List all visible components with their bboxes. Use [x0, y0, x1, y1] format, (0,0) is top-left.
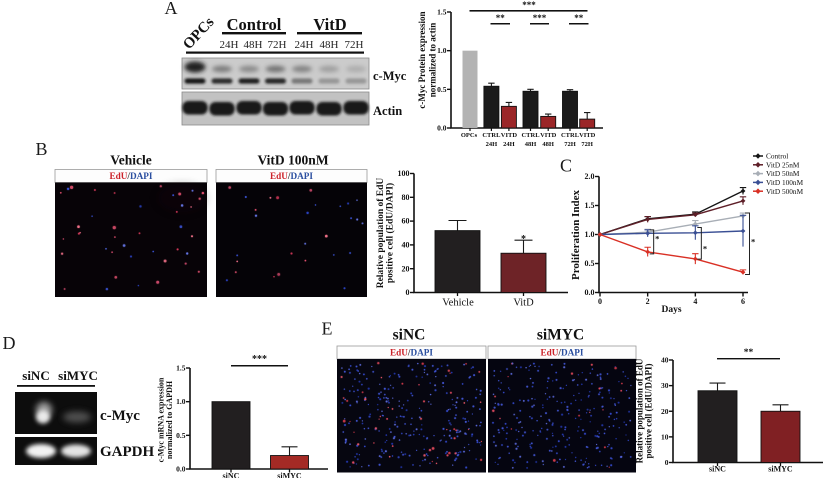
svg-text:2.0: 2.0: [585, 172, 595, 181]
svg-text:48H: 48H: [320, 39, 339, 51]
svg-text:0.5: 0.5: [437, 85, 447, 94]
svg-text:24H: 24H: [486, 141, 498, 148]
svg-text:VitD: VitD: [313, 15, 346, 34]
svg-text:Days: Days: [661, 305, 681, 315]
svg-text:Control: Control: [766, 152, 788, 161]
svg-text:***: ***: [252, 354, 267, 365]
svg-text:*: *: [703, 244, 707, 254]
svg-text:0.5: 0.5: [585, 259, 595, 268]
svg-text:EdU/DAPI: EdU/DAPI: [270, 171, 313, 181]
svg-text:VitD 50nM: VitD 50nM: [766, 169, 800, 178]
svg-text:siMYC: siMYC: [537, 327, 584, 344]
svg-text:30: 30: [661, 381, 669, 390]
svg-text:Vehicle: Vehicle: [110, 153, 152, 168]
svg-text:siNC: siNC: [22, 368, 49, 383]
svg-text:24H: 24H: [503, 141, 515, 148]
svg-text:72H: 72H: [564, 141, 576, 148]
svg-text:6: 6: [741, 297, 745, 306]
svg-text:OPCs: OPCs: [461, 132, 478, 139]
svg-text:Proliferation Index: Proliferation Index: [570, 190, 582, 280]
svg-text:4: 4: [693, 297, 697, 306]
svg-text:siNC: siNC: [709, 465, 726, 474]
svg-text:60: 60: [402, 217, 410, 226]
svg-text:24H: 24H: [295, 39, 314, 51]
svg-text:***: ***: [522, 0, 536, 10]
svg-text:40: 40: [661, 356, 669, 365]
svg-text:CTRL: CTRL: [482, 132, 501, 139]
svg-text:c-Myc Protein expression: c-Myc Protein expression: [417, 11, 427, 108]
svg-text:E: E: [322, 319, 333, 339]
svg-text:**: **: [496, 13, 506, 23]
svg-text:**: **: [574, 13, 584, 23]
svg-text:Relative population of EdU: Relative population of EdU: [635, 358, 645, 463]
svg-text:1.0: 1.0: [176, 397, 186, 406]
svg-text:Actin: Actin: [373, 104, 402, 118]
svg-text:Relative population of EdU: Relative population of EdU: [376, 178, 386, 289]
svg-text:48H: 48H: [244, 39, 263, 51]
svg-text:100: 100: [398, 169, 410, 178]
svg-text:normalized to actin: normalized to actin: [428, 23, 438, 98]
svg-text:*: *: [655, 234, 659, 244]
svg-text:1.5: 1.5: [176, 364, 186, 373]
svg-text:0: 0: [406, 288, 410, 297]
svg-text:*: *: [751, 237, 755, 247]
svg-text:siNC: siNC: [223, 472, 240, 478]
svg-text:0.0: 0.0: [437, 124, 447, 133]
svg-text:positive cell (EdU/DAPI): positive cell (EdU/DAPI): [644, 364, 654, 459]
svg-text:EdU/DAPI: EdU/DAPI: [541, 348, 584, 358]
svg-text:c-Myc: c-Myc: [100, 408, 140, 424]
svg-text:normalized to GAPDH: normalized to GAPDH: [165, 380, 174, 459]
svg-text:EdU/DAPI: EdU/DAPI: [390, 348, 433, 358]
svg-text:0.5: 0.5: [176, 431, 186, 440]
svg-text:B: B: [36, 139, 48, 159]
svg-text:positive cell (EdU/DAPI): positive cell (EdU/DAPI): [385, 183, 396, 283]
svg-text:VitD 100nM: VitD 100nM: [257, 153, 328, 168]
svg-text:GAPDH: GAPDH: [100, 444, 154, 460]
svg-text:VitD 25nM: VitD 25nM: [766, 160, 800, 169]
svg-text:24H: 24H: [220, 39, 239, 51]
svg-text:48H: 48H: [542, 141, 554, 148]
svg-text:80: 80: [402, 193, 410, 202]
svg-text:c-Myc mRNA expression: c-Myc mRNA expression: [157, 377, 166, 462]
svg-text:EdU/DAPI: EdU/DAPI: [110, 171, 153, 181]
svg-text:siNC: siNC: [393, 327, 426, 344]
svg-text:VITD: VITD: [501, 132, 518, 139]
svg-text:**: **: [744, 348, 754, 358]
svg-text:0.0: 0.0: [585, 288, 595, 297]
svg-text:VITD: VITD: [579, 132, 596, 139]
svg-text:1.5: 1.5: [437, 8, 447, 17]
svg-text:c-Myc: c-Myc: [373, 69, 407, 83]
svg-text:CTRL: CTRL: [521, 132, 540, 139]
svg-text:CTRL: CTRL: [561, 132, 580, 139]
svg-text:0.0: 0.0: [176, 465, 186, 474]
svg-text:72H: 72H: [345, 39, 364, 51]
svg-text:1.5: 1.5: [585, 201, 595, 210]
svg-text:40: 40: [402, 241, 410, 250]
svg-text:VitD: VitD: [513, 298, 534, 309]
svg-text:D: D: [3, 333, 16, 353]
svg-text:C: C: [560, 156, 572, 176]
svg-text:*: *: [521, 234, 526, 245]
svg-text:siMYC: siMYC: [277, 472, 302, 478]
svg-text:48H: 48H: [525, 141, 537, 148]
svg-text:VitD 500nM: VitD 500nM: [766, 187, 804, 196]
svg-text:VITD: VITD: [540, 132, 557, 139]
svg-text:1.0: 1.0: [437, 46, 447, 55]
svg-text:siMYC: siMYC: [768, 465, 793, 474]
svg-text:10: 10: [661, 432, 669, 441]
svg-text:2: 2: [646, 297, 650, 306]
svg-text:***: ***: [533, 13, 547, 23]
svg-text:0: 0: [665, 458, 669, 467]
svg-text:VitD 100nM: VitD 100nM: [766, 178, 804, 187]
svg-text:Control: Control: [227, 15, 282, 34]
svg-text:20: 20: [402, 264, 410, 273]
svg-text:A: A: [165, 0, 178, 18]
svg-text:72H: 72H: [268, 39, 287, 51]
svg-text:Vehicle: Vehicle: [442, 298, 474, 309]
svg-text:siMYC: siMYC: [58, 368, 98, 383]
svg-text:20: 20: [661, 407, 669, 416]
svg-text:72H: 72H: [581, 141, 593, 148]
svg-text:1.0: 1.0: [585, 230, 595, 239]
svg-text:0: 0: [598, 297, 602, 306]
